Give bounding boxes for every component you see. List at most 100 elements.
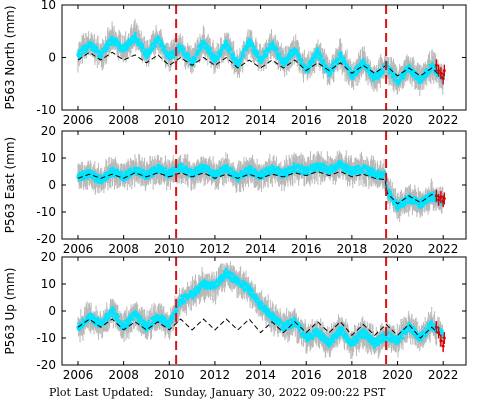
- data-point: [316, 50, 320, 54]
- data-point: [373, 172, 377, 176]
- x-tick-label: 2012: [200, 113, 231, 127]
- y-tick-label: 20: [41, 124, 56, 138]
- ylabel-up: P563 Up (mm): [3, 268, 17, 355]
- y-tick-label: 0: [48, 178, 56, 192]
- x-tick-label: 2010: [154, 242, 185, 256]
- y-tick-label: 0: [48, 304, 56, 318]
- data-point: [338, 53, 343, 57]
- recent-data-point: [442, 69, 446, 73]
- data-point: [395, 79, 400, 83]
- data-point: [201, 40, 206, 44]
- data-point: [316, 164, 320, 168]
- data-point: [99, 53, 103, 57]
- data-point: [224, 167, 228, 171]
- ylabel-north: P563 North (mm): [3, 5, 17, 109]
- data-point: [395, 205, 400, 209]
- data-point: [247, 168, 251, 172]
- x-tick-label: 2006: [63, 113, 94, 127]
- x-tick-label: 2008: [108, 113, 139, 127]
- data-point: [418, 79, 422, 83]
- y-tick-label: -10: [36, 205, 56, 219]
- data-point: [327, 341, 331, 345]
- data-point: [213, 285, 217, 289]
- x-tick-label: 2014: [245, 368, 276, 382]
- data-point: [201, 165, 206, 170]
- data-point: [407, 196, 411, 201]
- plot-updated-footer: Plot Last Updated: Sunday, January 30, 2…: [49, 386, 385, 399]
- y-tick-label: -10: [36, 103, 56, 117]
- data-point: [247, 287, 251, 291]
- x-tick-label: 2014: [245, 242, 276, 256]
- data-point: [270, 167, 274, 171]
- footer-timestamp: Sunday, January 30, 2022 09:00:22 PST: [163, 386, 386, 399]
- data-point: [110, 37, 114, 41]
- data-point: [338, 328, 343, 332]
- x-tick-label: 2020: [382, 368, 413, 382]
- data-point: [430, 322, 434, 327]
- data-point: [167, 55, 171, 60]
- data-point: [224, 271, 228, 275]
- recent-data-point: [439, 71, 443, 75]
- data-point: [304, 169, 308, 174]
- recent-data-point: [434, 325, 438, 329]
- plot-frame-north: [61, 4, 467, 111]
- data-point: [167, 172, 171, 176]
- x-tick-label: 2006: [63, 368, 94, 382]
- data-point: [122, 48, 126, 52]
- data-point: [190, 293, 194, 297]
- data-point: [361, 167, 365, 171]
- data-point: [395, 339, 400, 343]
- data-point: [418, 202, 422, 206]
- data-point: [179, 165, 183, 170]
- data-point: [327, 71, 331, 75]
- data-point: [224, 42, 228, 46]
- x-tick-label: 2020: [382, 242, 413, 256]
- data-point: [213, 173, 217, 178]
- recent-data-point: [442, 197, 446, 200]
- data-point: [247, 40, 251, 44]
- data-point: [316, 331, 320, 335]
- y-tick-label: 10: [41, 0, 56, 12]
- x-tick-label: 2018: [337, 368, 368, 382]
- x-tick-label: 2016: [291, 242, 322, 256]
- model-line: [77, 170, 444, 205]
- x-tick-label: 2016: [291, 368, 322, 382]
- data-point: [122, 325, 126, 329]
- data-point: [430, 63, 434, 67]
- x-tick-label: 2020: [382, 113, 413, 127]
- data-point: [133, 312, 137, 316]
- data-point: [87, 42, 91, 46]
- data-point: [156, 37, 160, 41]
- data-point: [407, 325, 411, 329]
- x-tick-label: 2010: [154, 113, 185, 127]
- data-point: [373, 76, 377, 81]
- data-point: [270, 314, 274, 318]
- data-point: [110, 309, 114, 313]
- data-point: [156, 167, 160, 171]
- recent-data-point: [441, 77, 445, 80]
- data-point: [87, 314, 91, 318]
- data-point: [167, 322, 171, 327]
- data-point: [258, 304, 263, 308]
- x-tick-label: 2018: [337, 113, 368, 127]
- data-point: [281, 61, 286, 65]
- recent-data-point: [437, 331, 441, 335]
- x-tick-label: 2018: [337, 242, 368, 256]
- x-tick-label: 2008: [108, 242, 139, 256]
- panel-up: P563 Up (mm) 2006 2008 2010 2012 2014 2016 201…: [3, 250, 467, 382]
- model-line: [77, 51, 444, 79]
- recent-data-point: [437, 69, 441, 73]
- footer-label: Plot Last Updated:: [49, 386, 154, 399]
- data-point: [201, 282, 206, 286]
- x-tick-label: 2008: [108, 368, 139, 382]
- plot-frame-east: [61, 130, 467, 240]
- data-point: [179, 45, 183, 49]
- y-tick-label: 0: [48, 51, 56, 65]
- data-point: [258, 173, 263, 178]
- data-point: [236, 63, 240, 67]
- data-point: [293, 48, 297, 52]
- data-point: [99, 322, 103, 327]
- recent-data-point: [442, 336, 446, 340]
- data-point: [361, 331, 365, 335]
- data-point: [293, 165, 297, 170]
